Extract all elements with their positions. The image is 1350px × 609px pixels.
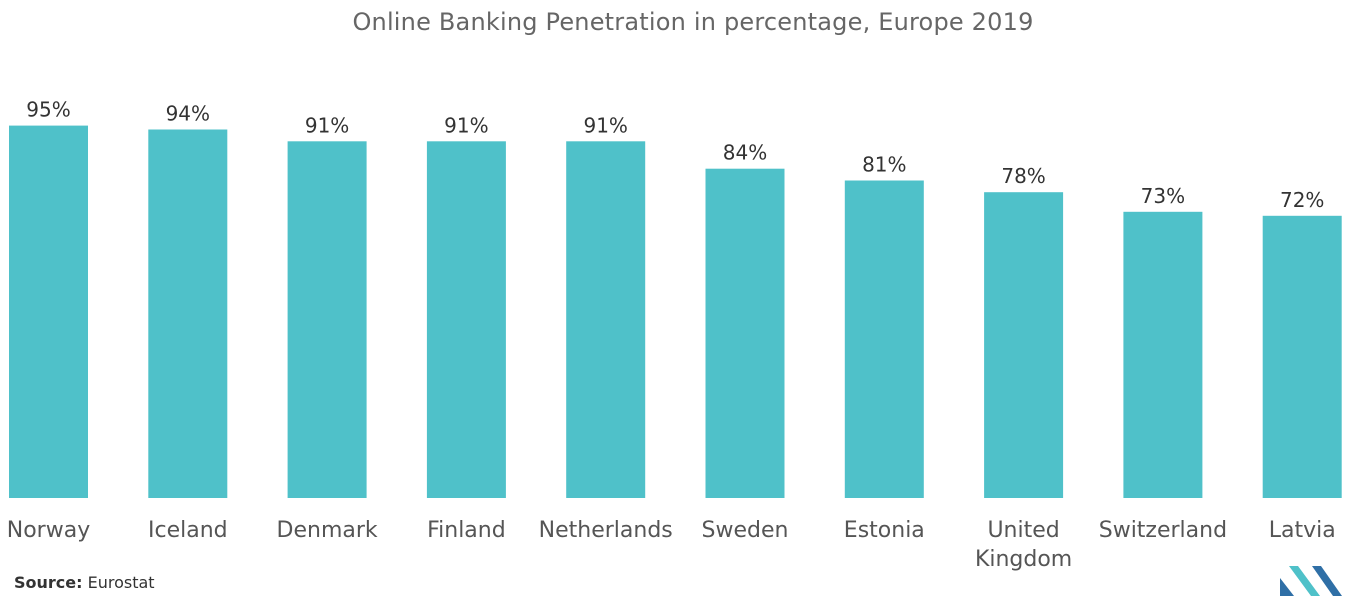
x-tick-label: Denmark	[277, 518, 378, 543]
x-tick-label: Netherlands	[539, 518, 673, 543]
logo-right-shape	[1312, 566, 1342, 596]
logo-left-shape	[1280, 578, 1294, 596]
bar-iceland	[148, 129, 228, 498]
data-label: 91%	[305, 113, 349, 137]
mordor-intelligence-logo-icon	[1280, 566, 1342, 596]
x-tick-label: Sweden	[702, 518, 789, 543]
x-tick-label: Norway	[7, 518, 90, 543]
x-tick-label: Latvia	[1269, 518, 1336, 543]
data-label: 72%	[1280, 188, 1324, 212]
source-label: Source:	[14, 573, 83, 592]
bar-finland	[426, 141, 506, 499]
x-tick-label: United Kingdom	[975, 518, 1072, 572]
data-label: 81%	[862, 153, 906, 177]
bar-netherlands	[566, 141, 646, 499]
data-label: 78%	[1001, 164, 1045, 188]
x-tick-label: Finland	[427, 518, 506, 543]
bar-denmark	[287, 141, 367, 499]
bar-latvia	[1262, 215, 1342, 499]
bar-switzerland	[1123, 211, 1203, 499]
data-label: 91%	[444, 113, 488, 137]
source-text: Eurostat	[87, 573, 155, 592]
chart-title: Online Banking Penetration in percentage…	[352, 8, 1034, 36]
x-tick-label: Estonia	[844, 518, 925, 543]
x-tick-label: Iceland	[148, 518, 228, 543]
logo-middle-shape	[1289, 566, 1320, 596]
bar-estonia	[844, 180, 924, 498]
bar-norway	[9, 125, 88, 498]
data-label: 84%	[723, 141, 767, 165]
bar-sweden	[705, 168, 785, 498]
data-label: 94%	[166, 102, 210, 126]
data-label: 95%	[26, 98, 70, 122]
x-tick-label: Switzerland	[1099, 518, 1227, 543]
data-label: 91%	[583, 113, 627, 137]
bar-united-kingdom	[984, 192, 1064, 498]
data-label: 73%	[1141, 184, 1185, 208]
source-note: Source: Eurostat	[14, 573, 155, 592]
